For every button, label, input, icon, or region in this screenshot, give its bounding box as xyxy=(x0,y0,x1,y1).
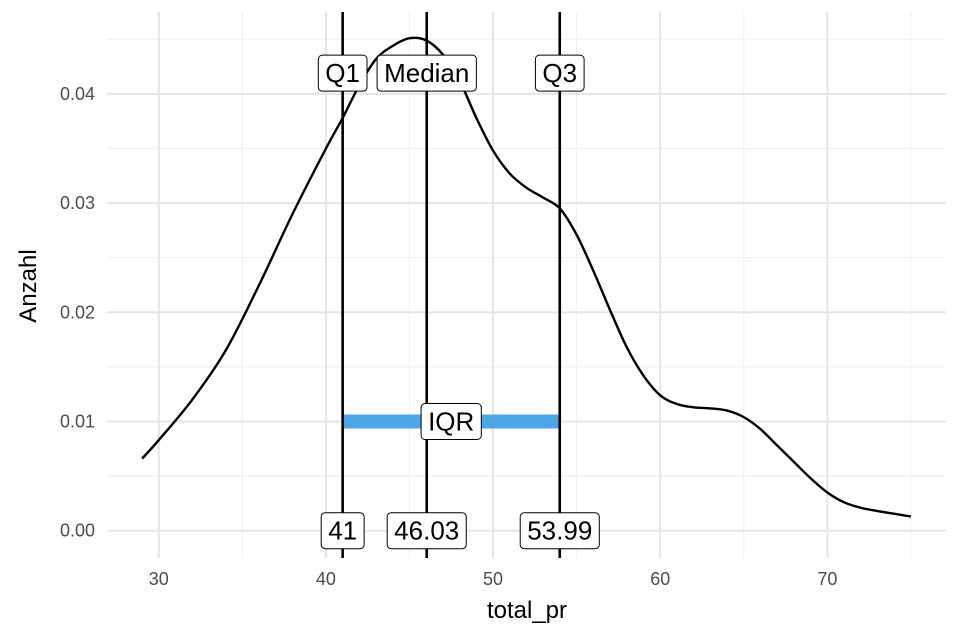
density-layer xyxy=(141,36,912,518)
iqr-label-box xyxy=(420,403,482,440)
y-tick-label: 0.04 xyxy=(60,84,95,104)
x-axis-ticks: 30 40 50 60 70 xyxy=(149,569,838,589)
x-tick-label: 60 xyxy=(650,569,670,589)
y-tick-label: 0.01 xyxy=(60,412,95,432)
label-median-box xyxy=(376,54,477,92)
value-label-q3: 53.99 xyxy=(519,512,600,550)
x-axis-title: total_pr xyxy=(487,597,567,624)
label-median-text: Median xyxy=(384,58,469,88)
label-q3-text: Q3 xyxy=(542,58,577,88)
x-tick-label: 70 xyxy=(817,569,837,589)
label-q1-text: Q1 xyxy=(325,58,360,88)
value-label-q1-text: 41 xyxy=(328,516,357,546)
x-tick-label: 40 xyxy=(316,569,336,589)
x-tick-label: 50 xyxy=(483,569,503,589)
label-q3-box xyxy=(534,54,585,92)
value-label-q3-text: 53.99 xyxy=(527,516,592,546)
quartile-lines xyxy=(341,12,562,558)
y-axis-ticks: 0.00 0.01 0.02 0.03 0.04 xyxy=(60,84,95,541)
value-label-q1: 41 xyxy=(320,512,365,550)
minor-gridlines xyxy=(107,12,946,558)
iqr-label-text: IQR xyxy=(428,407,474,437)
x-tick-label: 30 xyxy=(149,569,169,589)
label-median: Median xyxy=(376,54,477,92)
iqr-label: IQR xyxy=(420,403,482,440)
density-line xyxy=(141,36,912,518)
value-label-median-text: 46.03 xyxy=(394,516,459,546)
y-tick-label: 0.00 xyxy=(60,521,95,541)
y-tick-label: 0.03 xyxy=(60,193,95,213)
y-tick-label: 0.02 xyxy=(60,302,95,322)
value-label-median: 46.03 xyxy=(386,512,467,550)
value-label-q1-box xyxy=(320,512,365,550)
y-axis-title: Anzahl xyxy=(15,249,42,322)
value-label-median-box xyxy=(386,512,467,550)
quartile-labels: IQR Q1 41 Median 46.03 Q3 53.99 xyxy=(317,54,600,550)
value-label-q3-box xyxy=(519,512,600,550)
label-q3: Q3 xyxy=(534,54,585,92)
label-q1: Q1 xyxy=(317,54,368,92)
label-q1-box xyxy=(317,54,368,92)
